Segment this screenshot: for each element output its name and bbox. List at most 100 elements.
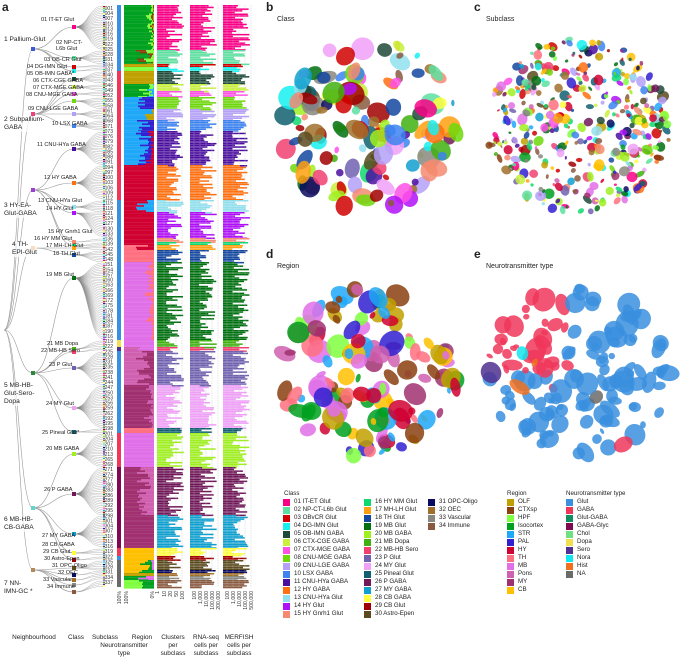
subclass-tick-label: 043	[105, 78, 114, 84]
region-bar-segment	[149, 273, 154, 276]
umap-cluster	[502, 91, 507, 97]
merfish-bar	[223, 22, 243, 24]
umap-cluster	[369, 189, 384, 202]
region-bar-segment	[124, 570, 142, 572]
umap-cluster	[351, 106, 361, 115]
region-bar-segment	[138, 439, 154, 442]
umap-cluster	[642, 371, 657, 393]
rnaseq-bar	[190, 314, 215, 317]
subclass-leaf	[103, 270, 105, 272]
umap-cluster	[592, 342, 599, 349]
subclass-tick-label: 262	[105, 411, 114, 417]
subclass-leaf	[103, 412, 105, 414]
rnaseq-bar	[190, 341, 200, 344]
clusters-bar	[157, 154, 180, 157]
clusters-bar	[157, 516, 180, 519]
umap-cluster	[496, 81, 506, 92]
subclass-leaf	[103, 87, 105, 89]
region-bar-segment	[147, 112, 153, 115]
rnaseq-bar	[190, 28, 204, 31]
color-swatch	[283, 538, 290, 546]
rnaseq-bar	[190, 230, 203, 233]
rnaseq-bar	[190, 153, 206, 155]
rnaseq-bar	[190, 386, 209, 389]
region-bar-segment	[124, 117, 140, 120]
umap-cluster	[274, 105, 296, 126]
region-bar-segment	[124, 352, 147, 355]
umap-cluster	[507, 88, 516, 97]
region-bar-segment	[152, 335, 154, 337]
tree-branch	[73, 206, 104, 212]
region-bar-segment	[140, 489, 154, 491]
region-bar-segment	[124, 549, 154, 552]
umap-cluster	[450, 377, 461, 397]
subclass-leaf	[103, 454, 105, 456]
subclass-leaf	[103, 483, 105, 485]
clusters-bar	[157, 453, 174, 455]
clusters-bar	[157, 161, 173, 164]
umap-title-neurotransmitter: Neurotransmitter type	[486, 263, 554, 270]
panel-letter-e: e	[474, 247, 481, 261]
tree-branch	[32, 372, 75, 409]
subclass-leaf	[103, 83, 105, 85]
subclass-leaf	[103, 85, 105, 87]
neighbourhood-label: 7 NN- IMN-GC *	[4, 580, 33, 596]
region-bar-segment	[138, 336, 151, 339]
region-bar-segment	[147, 234, 154, 236]
merfish-bar	[223, 507, 236, 510]
rnaseq-bar	[190, 5, 209, 7]
merfish-bar	[223, 44, 250, 46]
merfish-bar	[223, 537, 245, 539]
subclass-leaf	[103, 448, 105, 450]
umap-cluster	[561, 40, 566, 45]
clusters-bar	[157, 131, 178, 133]
rnaseq-bar	[190, 383, 209, 385]
clusters-bar	[157, 319, 171, 322]
clusters-bar	[157, 258, 181, 260]
rnaseq-bar	[190, 235, 207, 238]
rnaseq-bar	[190, 37, 201, 39]
umap-cluster	[582, 91, 592, 100]
umap-cluster	[577, 122, 586, 133]
umap-cluster	[503, 77, 513, 86]
umap-cluster	[569, 67, 578, 77]
subclass-leaf	[103, 79, 105, 81]
merfish-bar	[223, 11, 235, 14]
umap-cluster	[299, 423, 316, 437]
region-bar-segment	[153, 141, 154, 143]
rnaseq-bar	[190, 23, 201, 26]
subclass-leaf	[103, 229, 105, 231]
region-bar-segment	[149, 374, 154, 377]
region-bar-segment	[124, 563, 140, 566]
rnaseq-bar	[190, 197, 211, 199]
class-legend-label: 20 MB GABA	[375, 530, 412, 537]
subclass-leaf	[103, 542, 105, 544]
region-bar-segment	[124, 44, 141, 46]
region-bar-segment	[139, 272, 145, 274]
clusters-bar	[157, 225, 183, 228]
tree-class-label: 25 Pineal Glut*	[42, 430, 80, 436]
region-bar-segment	[153, 42, 154, 45]
umap-cluster	[533, 396, 547, 411]
umap-cluster	[615, 113, 620, 118]
region-bar-segment	[124, 109, 148, 111]
umap-cluster	[344, 158, 360, 179]
region-bar-segment	[148, 148, 151, 150]
region-bar-segment	[138, 102, 147, 104]
subclass-leaf	[103, 259, 105, 261]
region-bar-segment	[142, 187, 147, 189]
clusters-bar	[157, 159, 173, 162]
merfish-bar	[223, 294, 250, 296]
tree-branch	[32, 48, 75, 72]
subclass-tick-label: 334	[105, 575, 114, 581]
merfish-bar	[223, 521, 238, 524]
rnaseq-bar	[190, 487, 208, 489]
region-bar-segment	[151, 560, 154, 562]
umap-cluster	[492, 131, 499, 138]
region-bar-segment	[153, 84, 154, 86]
nt-legend-label: Dopa	[577, 538, 592, 545]
rnaseq-bar	[190, 396, 200, 399]
subclass-leaf	[103, 475, 105, 477]
subclass-leaf	[103, 184, 105, 186]
umap-cluster	[414, 99, 437, 118]
